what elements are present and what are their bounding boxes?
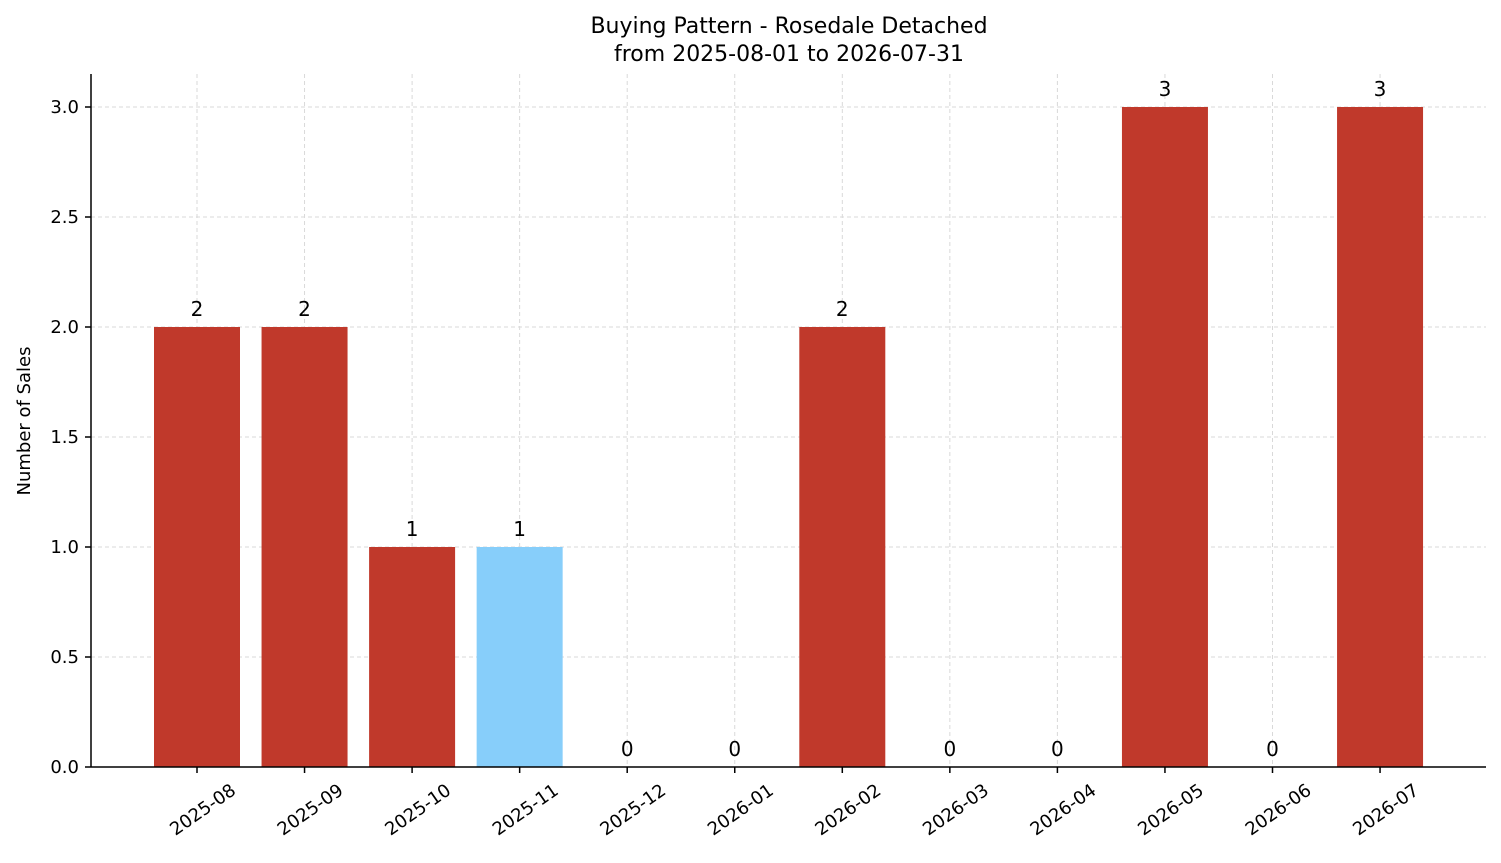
x-tick-label: 2025-11 <box>489 780 563 840</box>
x-tick-label: 2026-07 <box>1349 780 1423 840</box>
data-label: 0 <box>621 737 634 761</box>
x-tick-label: 2026-04 <box>1027 780 1101 840</box>
chart-subtitle: from 2025-08-01 to 2026-07-31 <box>614 42 964 67</box>
y-tick-label: 0.5 <box>50 647 79 668</box>
x-tick-label: 2025-09 <box>274 780 348 840</box>
bar-2026-05 <box>1121 107 1208 767</box>
label-layer: 0.0 0.5 1.0 1.5 2.0 2.5 3.0 2025-08 2025-09 2025-… <box>50 77 1423 840</box>
chart-title: Buying Pattern - Rosedale Detached <box>590 14 987 39</box>
bar-layer <box>154 107 1424 767</box>
data-label: 3 <box>1374 77 1387 101</box>
y-tick-label: 2.0 <box>50 317 79 338</box>
data-label: 0 <box>1266 737 1279 761</box>
data-label: 3 <box>1159 77 1172 101</box>
x-tick-label: 2025-08 <box>166 780 240 840</box>
x-tick-label: 2026-05 <box>1134 780 1208 840</box>
data-label: 2 <box>836 297 849 321</box>
bar-2025-10 <box>369 547 456 767</box>
y-tick-label: 1.5 <box>50 427 79 448</box>
bar-2025-09 <box>261 327 348 767</box>
data-label: 2 <box>298 297 311 321</box>
data-label: 0 <box>943 737 956 761</box>
x-tick-label: 2026-03 <box>919 780 993 840</box>
x-tick-label: 2025-12 <box>596 780 670 840</box>
y-tick-label: 1.0 <box>50 537 79 558</box>
data-label: 1 <box>513 517 526 541</box>
bar-2025-11 <box>476 547 563 767</box>
data-label: 0 <box>1051 737 1064 761</box>
y-tick-label: 2.5 <box>50 207 79 228</box>
y-tick-label: 0.0 <box>50 757 79 778</box>
x-tick-label: 2026-01 <box>704 780 778 840</box>
y-axis-label: Number of Sales <box>14 346 35 495</box>
bar-2026-07 <box>1337 107 1424 767</box>
data-label: 0 <box>728 737 741 761</box>
bar-2025-08 <box>154 327 240 767</box>
x-tick-label: 2026-06 <box>1242 780 1316 840</box>
data-label: 2 <box>191 297 204 321</box>
bar-2026-02 <box>799 327 886 767</box>
y-tick-label: 3.0 <box>50 97 79 118</box>
axis-layer <box>85 74 1486 773</box>
x-tick-label: 2026-02 <box>812 780 886 840</box>
x-tick-label: 2025-10 <box>381 780 455 840</box>
data-label: 1 <box>406 517 419 541</box>
